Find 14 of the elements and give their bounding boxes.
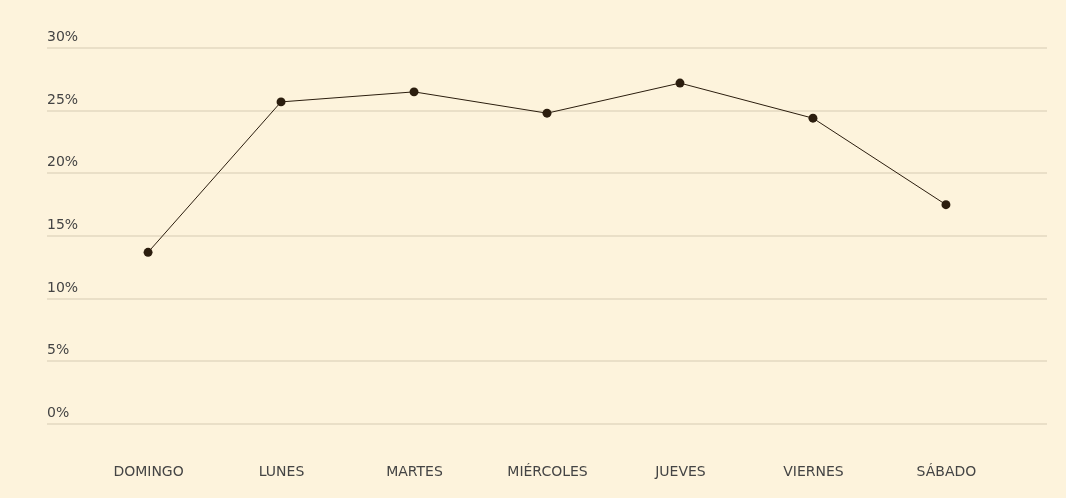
x-tick-label: SÁBADO	[916, 462, 977, 479]
y-tick-label: 20%	[47, 153, 79, 170]
y-tick-label: 30%	[47, 28, 79, 44]
y-tick-label: 5%	[47, 341, 70, 358]
x-tick-label: MARTES	[386, 462, 443, 479]
y-tick-label: 0%	[47, 404, 70, 420]
x-tick-label: DOMINGO	[113, 462, 184, 479]
x-tick-label: MIÉRCOLES	[507, 462, 588, 479]
x-tick-label: LUNES	[258, 462, 305, 479]
y-tick-label: 25%	[47, 90, 79, 107]
x-tick-label: VIERNES	[783, 462, 844, 479]
y-tick-label: 10%	[47, 278, 79, 295]
x-tick-label: JUEVES	[654, 462, 706, 479]
y-tick-label: 15%	[47, 216, 79, 232]
